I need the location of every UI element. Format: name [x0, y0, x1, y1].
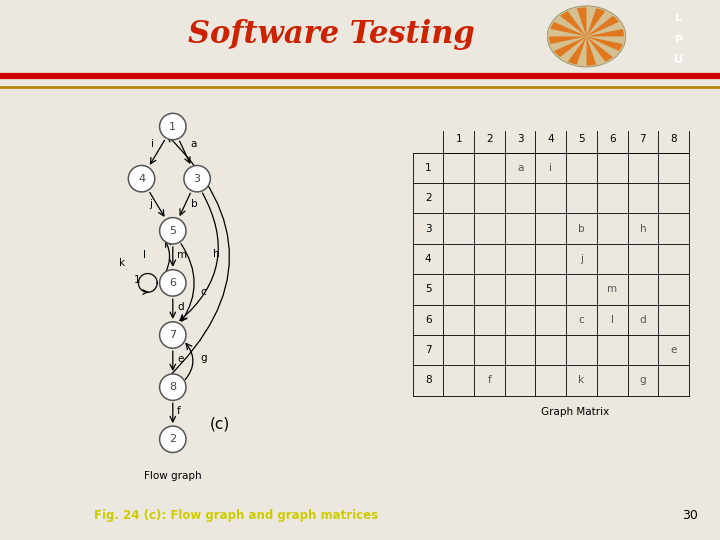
Text: a: a	[191, 139, 197, 148]
Text: l: l	[611, 315, 613, 325]
Text: e: e	[177, 354, 184, 364]
Text: P: P	[675, 35, 683, 45]
Circle shape	[160, 426, 186, 453]
Text: 6: 6	[609, 134, 616, 144]
Text: f: f	[487, 375, 491, 386]
Text: L: L	[675, 13, 682, 23]
Circle shape	[160, 269, 186, 296]
Text: c: c	[200, 287, 206, 297]
Wedge shape	[550, 22, 587, 36]
Text: 4: 4	[547, 134, 554, 144]
Circle shape	[547, 6, 626, 67]
Wedge shape	[560, 11, 587, 36]
Wedge shape	[587, 29, 624, 36]
Circle shape	[160, 113, 186, 140]
Circle shape	[128, 165, 155, 192]
Text: f: f	[177, 406, 181, 416]
Text: (c): (c)	[210, 417, 230, 432]
Text: i: i	[549, 163, 552, 173]
Text: 3: 3	[194, 174, 201, 184]
FancyArrowPatch shape	[185, 343, 193, 380]
Text: 6: 6	[169, 278, 176, 288]
Text: h: h	[639, 224, 646, 234]
Text: 7: 7	[169, 330, 176, 340]
FancyArrowPatch shape	[167, 136, 230, 379]
Text: 8: 8	[670, 134, 677, 144]
Text: g: g	[200, 353, 207, 363]
Wedge shape	[587, 36, 613, 62]
Text: 6: 6	[425, 315, 431, 325]
Text: 4: 4	[138, 174, 145, 184]
FancyArrowPatch shape	[181, 244, 194, 321]
Text: 30: 30	[683, 509, 698, 522]
Text: 1: 1	[169, 122, 176, 132]
Text: 2: 2	[486, 134, 492, 144]
Text: d: d	[639, 315, 646, 325]
Circle shape	[184, 165, 210, 192]
FancyArrowPatch shape	[165, 241, 171, 274]
Wedge shape	[549, 36, 587, 44]
Text: 4: 4	[425, 254, 431, 264]
Circle shape	[160, 218, 186, 244]
Text: 7: 7	[639, 134, 646, 144]
Text: 8: 8	[425, 375, 431, 386]
Wedge shape	[587, 8, 606, 36]
Text: 3: 3	[517, 134, 523, 144]
Text: 8: 8	[169, 382, 176, 392]
Text: a: a	[517, 163, 523, 173]
Text: j: j	[149, 199, 152, 209]
FancyArrowPatch shape	[180, 193, 218, 320]
Text: 2: 2	[169, 434, 176, 444]
Text: m: m	[177, 250, 187, 260]
Wedge shape	[568, 36, 587, 65]
Text: 1: 1	[456, 134, 462, 144]
Text: j: j	[580, 254, 583, 264]
Text: e: e	[670, 345, 677, 355]
Text: 7: 7	[425, 345, 431, 355]
Text: i: i	[151, 139, 154, 148]
Text: b: b	[578, 224, 585, 234]
Text: d: d	[177, 302, 184, 312]
Text: 5: 5	[425, 285, 431, 294]
Wedge shape	[587, 36, 596, 65]
Text: m: m	[607, 285, 617, 294]
Text: Fig. 24 (c): Flow graph and graph matrices: Fig. 24 (c): Flow graph and graph matric…	[94, 509, 378, 522]
Text: g: g	[639, 375, 646, 386]
Text: 5: 5	[169, 226, 176, 236]
Wedge shape	[577, 7, 587, 36]
Circle shape	[160, 374, 186, 400]
Text: 1: 1	[425, 163, 431, 173]
Text: U: U	[674, 55, 683, 65]
Wedge shape	[554, 36, 587, 57]
Text: Software Testing: Software Testing	[188, 19, 474, 51]
Text: k: k	[119, 258, 125, 267]
Text: 3: 3	[425, 224, 431, 234]
Text: l: l	[143, 250, 146, 260]
Wedge shape	[587, 36, 623, 51]
Text: h: h	[213, 249, 220, 259]
Circle shape	[160, 322, 186, 348]
Text: 1: 1	[134, 275, 141, 285]
Wedge shape	[587, 16, 619, 36]
Text: Graph Matrix: Graph Matrix	[541, 407, 609, 417]
Text: k: k	[578, 375, 585, 386]
Text: 5: 5	[578, 134, 585, 144]
Text: c: c	[579, 315, 585, 325]
Text: b: b	[191, 199, 197, 209]
Text: Flow graph: Flow graph	[144, 471, 202, 481]
Text: 2: 2	[425, 193, 431, 203]
